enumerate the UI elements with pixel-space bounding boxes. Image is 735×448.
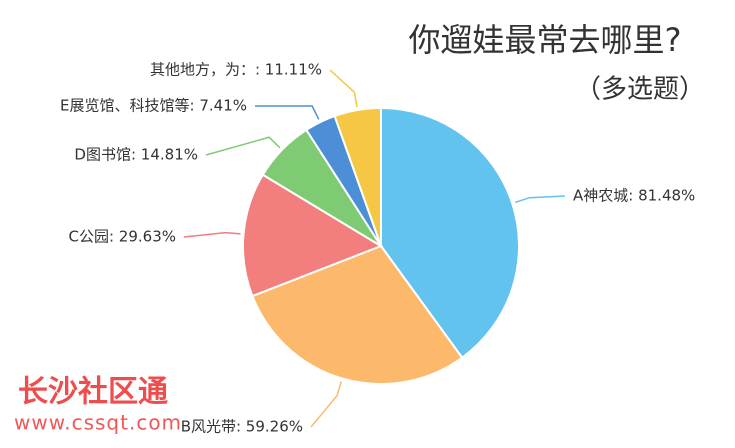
data-label: E展览馆、科技馆等: 7.41%: [60, 97, 247, 115]
pie: A神农城: 81.48% B风光带: 59.26% C公园: 29.63% D图书馆:…: [60, 61, 695, 436]
data-label: D图书馆: 14.81%: [74, 146, 198, 164]
leader-line: [183, 231, 241, 238]
chart-subtitle: （多选题）: [575, 75, 705, 105]
leader-line: [205, 136, 281, 156]
leader-line: [329, 69, 358, 108]
data-label: C公园: 29.63%: [69, 228, 177, 246]
pie-slice: [333, 106, 382, 247]
watermark-url: www.cssqt.com: [14, 411, 182, 435]
pie-slice: [242, 173, 384, 298]
data-label: A神农城: 81.48%: [573, 187, 695, 205]
data-label: 其他地方，为：: 11.11%: [150, 61, 322, 79]
leader-line: [514, 195, 566, 204]
pie-slice: [251, 244, 464, 385]
chart-title: 你遛娃最常去哪里?: [409, 21, 682, 59]
leader-line: [310, 381, 342, 428]
pie-slice: [380, 106, 520, 360]
leader-line: [254, 105, 320, 120]
watermark-name: 长沙社区通: [18, 375, 168, 410]
data-label: B风光带: 59.26%: [181, 418, 303, 436]
